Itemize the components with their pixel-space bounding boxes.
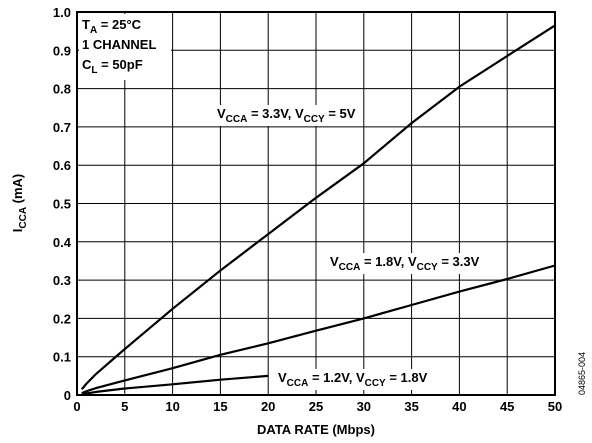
condition-line-1-part: T (82, 17, 90, 32)
series-annotation-2-part: = 1.8V, (360, 254, 408, 269)
series-annotation-3-part: V (356, 370, 365, 385)
series-line-1 (80, 24, 556, 391)
condition-line-3-sub: L (91, 65, 97, 76)
series-line-3 (81, 374, 269, 396)
series-annotation-1-part: V (295, 106, 304, 121)
condition-line-2-part: 1 CHANNEL (82, 37, 156, 52)
condition-line-3: CL = 50pF (82, 57, 143, 76)
series-annotation-2-part: V (330, 254, 339, 269)
series-annotation-3-part: = 1.2V, (308, 370, 356, 385)
y-axis-label-main: I (10, 229, 25, 233)
series-annotation-3-part: V (278, 370, 287, 385)
x-tick-label: 0 (73, 399, 80, 414)
y-axis-label: ICCA (mA) (10, 174, 29, 233)
condition-line-1-sub: A (90, 25, 97, 36)
y-tick-label: 0.5 (53, 197, 71, 212)
y-tick-label: 0 (64, 388, 71, 403)
series-annotation-2: VCCA = 1.8V, VCCY = 3.3V (330, 254, 480, 273)
x-tick-label: 50 (548, 399, 562, 414)
series-annotation-2-sub: CCY (417, 262, 438, 273)
series-annotation-2-part: = 3.3V (438, 254, 480, 269)
series-annotation-1: VCCA = 3.3V, VCCY = 5V (217, 106, 356, 125)
x-tick-label: 15 (213, 399, 227, 414)
y-tick-label: 0.1 (53, 350, 71, 365)
series-annotation-1-sub: CCY (304, 114, 325, 125)
condition-line-1-part: = 25°C (97, 17, 141, 32)
x-tick-labels: 0 5 10 15 20 25 30 35 40 45 50 (73, 399, 562, 414)
series-annotation-1-part: = 5V (325, 106, 356, 121)
condition-line-3-part: C (82, 57, 92, 72)
conditions-mask (79, 14, 171, 80)
series-annotation-1-part: = 3.3V, (247, 106, 295, 121)
figure-id: 04865-004 (577, 352, 587, 395)
series-annotation-2-sub: CCA (339, 262, 361, 273)
y-tick-label: 0.3 (53, 273, 71, 288)
x-tick-label: 25 (309, 399, 323, 414)
series-line-2 (81, 264, 556, 395)
y-axis-label-tail: (mA) (10, 174, 25, 207)
y-tick-label: 0.6 (53, 158, 71, 173)
series-annotation-2-part: V (408, 254, 417, 269)
condition-line-2: 1 CHANNEL (82, 37, 156, 52)
x-axis-label: DATA RATE (Mbps) (257, 422, 375, 437)
series-annotation-1-sub: CCA (226, 114, 248, 125)
series-annotation-3: VCCA = 1.2V, VCCY = 1.8V (278, 370, 428, 389)
series-annotation-3-part: = 1.8V (386, 370, 428, 385)
x-tick-label: 20 (261, 399, 275, 414)
plot-frame (76, 11, 556, 396)
x-tick-label: 10 (165, 399, 179, 414)
condition-line-1: TA = 25°C (82, 17, 142, 36)
x-tick-label: 30 (357, 399, 371, 414)
series-annotation-1-part: V (217, 106, 226, 121)
annotation-mask (275, 369, 431, 390)
y-axis-label-sub: CCA (18, 207, 29, 229)
y-tick-label: 0.7 (53, 120, 71, 135)
x-tick-label: 35 (404, 399, 418, 414)
x-tick-label: 45 (500, 399, 514, 414)
series-annotation-3-sub: CCA (287, 378, 309, 389)
series-group (80, 24, 556, 396)
annotation-mask (214, 105, 359, 126)
annotation-mask (327, 253, 483, 274)
y-tick-label: 0.8 (53, 82, 71, 97)
x-tick-label: 5 (121, 399, 128, 414)
y-tick-label: 0.9 (53, 43, 71, 58)
y-tick-label: 0.2 (53, 311, 71, 326)
series-annotation-3-sub: CCY (365, 378, 386, 389)
y-tick-labels: 0 0.1 0.2 0.3 0.4 0.5 0.6 0.7 0.8 0.9 1.0 (53, 5, 72, 403)
y-tick-label: 0.4 (53, 235, 72, 250)
y-tick-label: 1.0 (53, 5, 71, 20)
grid (77, 12, 555, 395)
x-tick-label: 40 (452, 399, 466, 414)
condition-line-3-part: = 50pF (98, 57, 143, 72)
